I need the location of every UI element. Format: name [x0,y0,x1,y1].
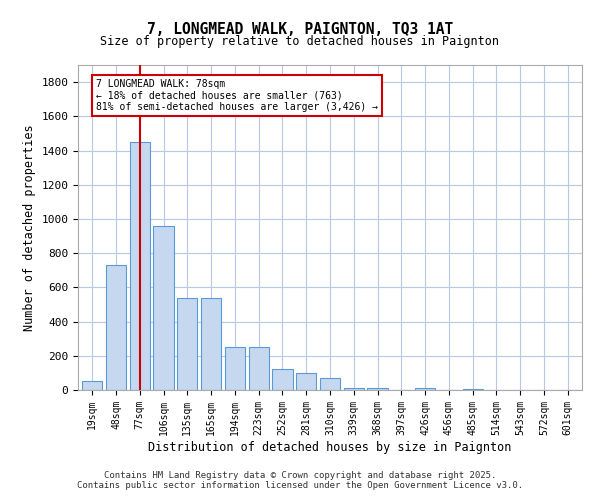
Bar [463,389,483,390]
Bar [415,388,435,390]
Bar [82,382,103,390]
Bar [296,373,316,390]
Text: 7, LONGMEAD WALK, PAIGNTON, TQ3 1AT: 7, LONGMEAD WALK, PAIGNTON, TQ3 1AT [147,22,453,38]
Bar [130,142,150,390]
Bar [320,378,340,390]
Bar [225,347,245,390]
Bar [272,370,293,390]
Text: Contains HM Land Registry data © Crown copyright and database right 2025.
Contai: Contains HM Land Registry data © Crown c… [77,470,523,490]
Bar [344,388,364,390]
Text: Size of property relative to detached houses in Paignton: Size of property relative to detached ho… [101,35,499,48]
Bar [177,298,197,390]
X-axis label: Distribution of detached houses by size in Paignton: Distribution of detached houses by size … [148,440,512,454]
Bar [248,347,269,390]
Bar [154,226,173,390]
Y-axis label: Number of detached properties: Number of detached properties [23,124,36,331]
Text: 7 LONGMEAD WALK: 78sqm
← 18% of detached houses are smaller (763)
81% of semi-de: 7 LONGMEAD WALK: 78sqm ← 18% of detached… [96,78,378,112]
Bar [201,298,221,390]
Bar [106,265,126,390]
Bar [367,388,388,390]
